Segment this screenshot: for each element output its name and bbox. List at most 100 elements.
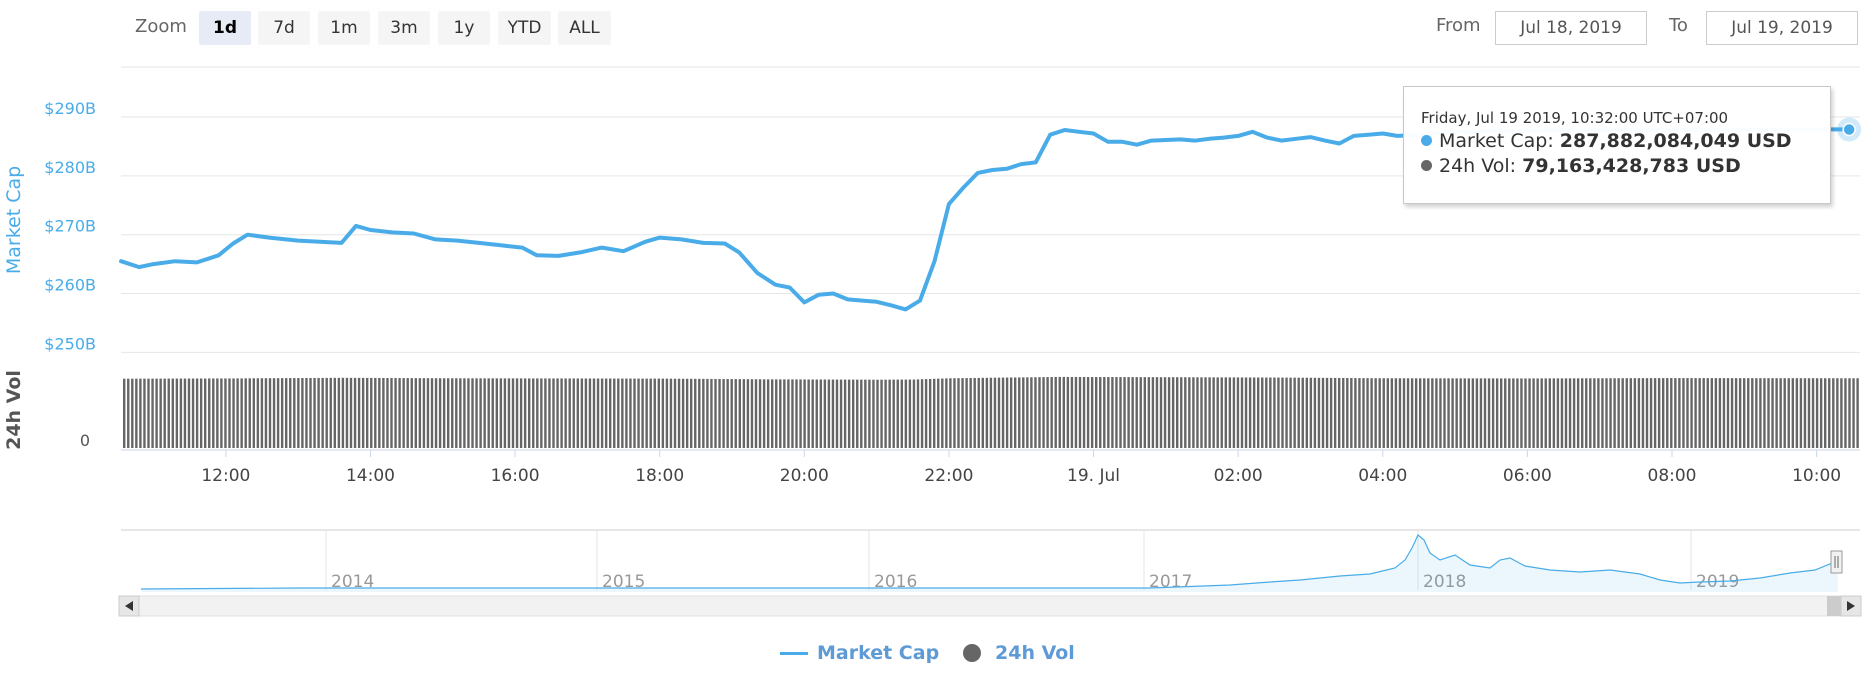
- volume-bar: [212, 378, 215, 448]
- volume-bar: [1662, 378, 1665, 448]
- volume-bar: [414, 378, 417, 448]
- zoom-1m-button[interactable]: 1m: [318, 11, 370, 45]
- zoom-7d-button[interactable]: 7d: [258, 11, 310, 45]
- volume-bar: [147, 378, 150, 448]
- volume-bar: [787, 379, 790, 448]
- volume-bar: [847, 379, 851, 448]
- zoom-1d-button[interactable]: 1d: [199, 11, 251, 45]
- volume-bar: [1394, 378, 1398, 448]
- volume-bar: [301, 378, 304, 448]
- x-tick-label: 22:00: [924, 466, 973, 486]
- volume-bar: [1491, 378, 1495, 448]
- zoom-all-button[interactable]: ALL: [558, 11, 611, 45]
- volume-bar: [1443, 378, 1446, 448]
- volume-bar: [1532, 378, 1535, 448]
- volume-bar: [1576, 378, 1580, 448]
- y-tick-label: $260B: [44, 276, 96, 295]
- legend-market-cap[interactable]: Market Cap: [780, 642, 939, 664]
- tooltip-market-cap-row: Market Cap: 287,882,084,049 USD: [1421, 130, 1830, 152]
- volume-bar: [588, 378, 592, 448]
- volume-bar: [1609, 378, 1612, 448]
- volume-bar: [965, 378, 968, 448]
- y-axis-title: Market Cap: [3, 166, 25, 274]
- volume-bar: [1718, 378, 1722, 448]
- volume-bar: [1350, 378, 1353, 448]
- volume-bar: [382, 377, 385, 448]
- volume-bar: [698, 378, 701, 448]
- volume-bar: [167, 378, 170, 448]
- volume-bar: [1475, 378, 1479, 448]
- legend-24h-vol[interactable]: 24h Vol: [963, 642, 1075, 664]
- volume-bar: [811, 379, 814, 448]
- volume-bar: [434, 378, 438, 448]
- vol-dot-icon: [1421, 160, 1432, 171]
- volume-bar: [232, 378, 235, 448]
- volume-bar: [1471, 378, 1475, 448]
- navigator-line: [140, 534, 1839, 590]
- volume-bar: [892, 379, 895, 448]
- volume-bar: [361, 377, 365, 448]
- volume-bar: [791, 379, 794, 448]
- to-label: To: [1669, 15, 1688, 36]
- volume-bar: [1848, 378, 1851, 448]
- volume-bar: [1252, 377, 1256, 448]
- volume-bar: [973, 377, 976, 448]
- volume-bar: [1500, 378, 1503, 448]
- volume-bar: [556, 378, 559, 448]
- volume-bar: [856, 379, 859, 448]
- volume-bar: [989, 377, 993, 448]
- volume-bar: [333, 377, 336, 448]
- zoom-ytd-button[interactable]: YTD: [498, 11, 551, 45]
- volume-bar: [260, 378, 264, 448]
- volume-bar: [151, 378, 154, 448]
- volume-bar: [139, 378, 142, 448]
- volume-bar: [256, 378, 260, 448]
- volume-bar: [135, 378, 138, 448]
- volume-bar: [495, 378, 498, 448]
- volume-bar: [195, 378, 199, 448]
- volume-bar: [191, 378, 195, 448]
- zoom-1y-button[interactable]: 1y: [438, 11, 490, 45]
- volume-bar: [1390, 378, 1394, 448]
- volume-bar: [600, 378, 604, 448]
- volume-bar: [835, 379, 839, 448]
- volume-bar: [503, 378, 507, 448]
- hover-point: [1842, 122, 1856, 137]
- to-date-input[interactable]: [1706, 11, 1858, 45]
- volume-bar: [1795, 378, 1799, 448]
- volume-bar: [1066, 376, 1070, 448]
- volume-bar: [625, 378, 628, 448]
- navigator-handle-icon: [1830, 550, 1843, 574]
- volume-bar: [1338, 377, 1341, 448]
- volume-bar: [1143, 377, 1146, 448]
- volume-bar: [264, 378, 268, 448]
- volume-bar: [532, 378, 535, 448]
- volume-bar: [1005, 377, 1009, 448]
- volume-bar: [1301, 377, 1304, 448]
- volume-bar: [941, 378, 944, 448]
- volume-bar: [580, 378, 584, 448]
- volume-bar: [617, 378, 620, 448]
- volume-bar: [1180, 377, 1183, 448]
- volume-bar: [1289, 377, 1292, 448]
- volume-bar: [349, 377, 353, 448]
- volume-bar: [297, 378, 300, 448]
- x-tick-label: 19. Jul: [1067, 466, 1120, 486]
- tooltip-vol-label: 24h Vol:: [1439, 155, 1517, 177]
- volume-bar: [714, 378, 717, 448]
- x-tick-label: 04:00: [1358, 466, 1407, 486]
- from-date-input[interactable]: [1495, 11, 1647, 45]
- volume-bar: [568, 378, 571, 448]
- volume-bar: [1204, 377, 1207, 448]
- volume-bar: [430, 378, 434, 448]
- volume-bar: [1722, 378, 1726, 448]
- volume-bar: [1240, 377, 1244, 448]
- volume-bar: [1504, 378, 1507, 448]
- volume-bar: [305, 378, 308, 448]
- volume-bar: [920, 379, 924, 448]
- volume-bar: [1058, 376, 1061, 448]
- volume-bar: [1119, 377, 1122, 448]
- volume-bar: [1544, 378, 1547, 448]
- zoom-3m-button[interactable]: 3m: [378, 11, 430, 45]
